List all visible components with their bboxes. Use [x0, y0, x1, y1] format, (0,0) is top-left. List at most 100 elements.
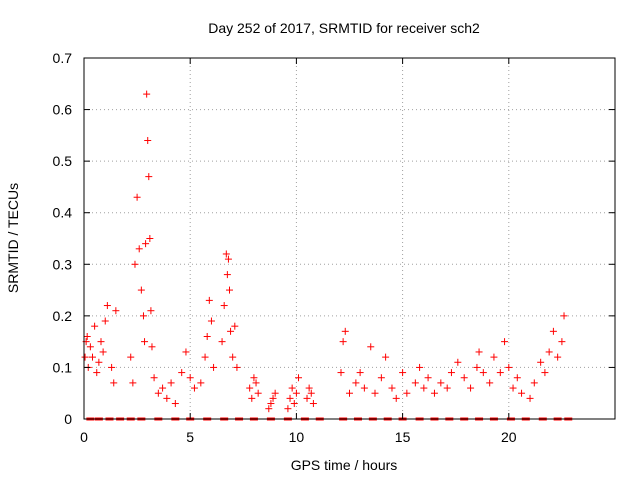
- data-point: [267, 400, 275, 408]
- data-point: [305, 384, 313, 392]
- x-tick-label: 20: [501, 429, 517, 445]
- data-point: [475, 348, 483, 356]
- data-point: [229, 353, 237, 361]
- data-point: [127, 353, 135, 361]
- data-point: [467, 384, 475, 392]
- data-point: [490, 353, 498, 361]
- data-point: [447, 369, 455, 377]
- data-point: [558, 338, 566, 346]
- y-tick-label: 0: [64, 411, 72, 427]
- plot-frame: [83, 57, 616, 420]
- data-point: [210, 363, 218, 371]
- y-tick-label: 0.7: [53, 50, 73, 66]
- data-point: [356, 369, 364, 377]
- data-point: [97, 338, 105, 346]
- y-tick-label: 0.4: [53, 205, 73, 221]
- data-point: [248, 394, 256, 402]
- data-point: [137, 286, 145, 294]
- data-point: [411, 379, 419, 387]
- data-point: [501, 338, 509, 346]
- data-point: [341, 327, 349, 335]
- data-point: [284, 405, 292, 413]
- data-point: [337, 369, 345, 377]
- grid: [84, 58, 615, 419]
- data-point: [416, 363, 424, 371]
- data-point: [460, 374, 468, 382]
- data-point: [530, 379, 538, 387]
- chart-title: Day 252 of 2017, SRMTID for receiver sch…: [208, 20, 480, 36]
- y-tick-label: 0.2: [53, 308, 73, 324]
- data-point: [250, 374, 258, 382]
- data-point: [420, 384, 428, 392]
- data-point: [112, 307, 120, 315]
- data-point: [83, 332, 91, 340]
- data-point: [286, 394, 294, 402]
- data-point: [346, 389, 353, 397]
- y-tick-label: 0.6: [53, 102, 73, 118]
- data-point: [269, 394, 277, 402]
- x-tick-label: 0: [80, 429, 88, 445]
- data-point: [505, 363, 513, 371]
- data-point: [399, 369, 407, 377]
- data-point: [292, 389, 300, 397]
- data-point: [147, 307, 155, 315]
- data-point: [509, 384, 517, 392]
- data-point: [146, 235, 154, 242]
- data-point: [222, 250, 230, 258]
- data-point: [129, 379, 137, 387]
- data-point: [101, 317, 109, 325]
- data-point: [143, 90, 151, 98]
- data-point: [135, 245, 143, 253]
- x-tick-label: 10: [289, 429, 305, 445]
- data-point: [309, 400, 317, 408]
- data-point: [207, 317, 215, 325]
- data-point: [220, 302, 228, 310]
- data-point: [526, 394, 534, 402]
- data-point: [496, 369, 504, 377]
- data-point: [307, 389, 315, 397]
- data-point: [108, 363, 116, 371]
- data-point: [246, 384, 254, 392]
- data-point: [99, 348, 107, 356]
- data-point: [271, 389, 279, 397]
- data-point: [144, 137, 152, 145]
- data-point: [388, 384, 396, 392]
- data-point: [254, 389, 262, 397]
- data-point: [303, 394, 311, 402]
- x-axis-label: GPS time / hours: [291, 457, 398, 473]
- data-point: [154, 389, 162, 397]
- data-point: [382, 353, 390, 361]
- data-point: [205, 296, 213, 304]
- data-point: [227, 327, 235, 335]
- data-point: [86, 343, 94, 351]
- x-tick-label: 15: [395, 429, 411, 445]
- data-point: [454, 358, 462, 366]
- data-point: [295, 374, 303, 382]
- data-point: [148, 343, 156, 351]
- data-point: [352, 379, 360, 387]
- data-point: [252, 379, 260, 387]
- data-point: [93, 369, 101, 377]
- data-point: [424, 374, 432, 382]
- data-point: [224, 255, 232, 263]
- data-point: [430, 389, 438, 397]
- data-point: [95, 358, 103, 366]
- data-point: [560, 312, 568, 320]
- data-point: [150, 374, 158, 382]
- data-point: [554, 353, 562, 361]
- x-tick-label: 5: [186, 429, 194, 445]
- data-point: [203, 332, 211, 340]
- data-point: [131, 260, 139, 268]
- data-point: [339, 338, 347, 346]
- data-point: [537, 358, 545, 366]
- y-tick-label: 0.5: [53, 153, 73, 169]
- data-point: [218, 338, 226, 346]
- data-point: [377, 374, 385, 382]
- data-point: [178, 369, 186, 377]
- data-point: [81, 353, 89, 361]
- data-point: [518, 389, 526, 397]
- data-point: [171, 400, 179, 408]
- data-point: [367, 343, 375, 351]
- data-point: [545, 348, 553, 356]
- data-point: [91, 322, 99, 330]
